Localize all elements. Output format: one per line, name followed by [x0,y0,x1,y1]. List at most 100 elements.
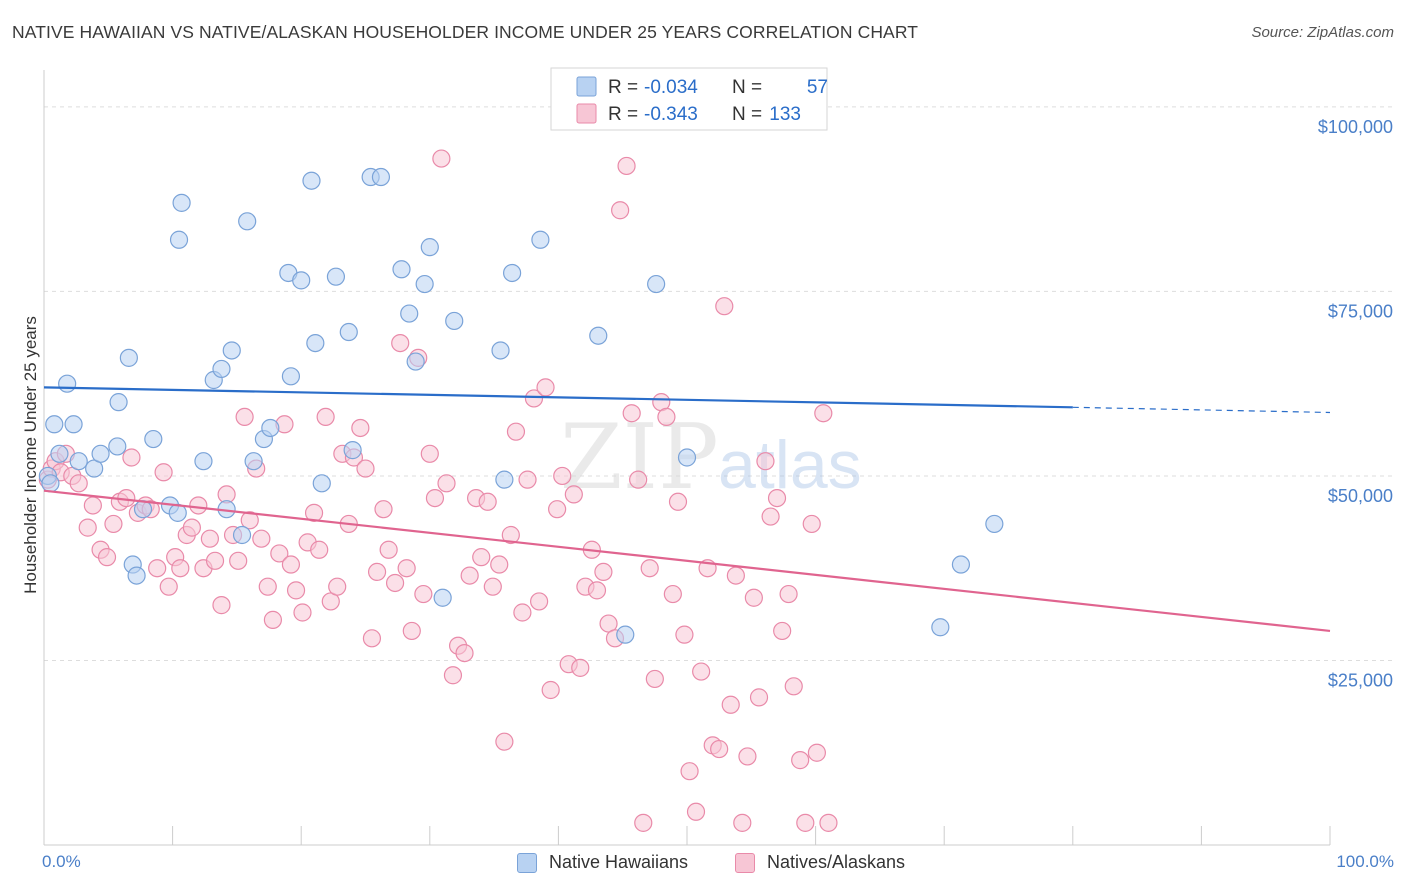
point-native-hawaiians [58,374,77,393]
point-natives-alaskans [756,452,775,471]
point-natives-alaskans [391,333,410,353]
y-tick-label: $75,000 [1328,301,1393,321]
point-natives-alaskans [784,677,803,696]
point-natives-alaskans [258,577,277,596]
point-natives-alaskans [316,407,335,427]
point-native-hawaiians [45,415,64,434]
point-natives-alaskans [779,584,798,604]
trend-line-native-hawaiians-extension [1072,406,1331,414]
point-natives-alaskans [240,511,259,530]
point-natives-alaskans [749,688,769,707]
point-native-hawaiians [222,341,241,360]
point-natives-alaskans [680,762,699,781]
point-natives-alaskans [367,562,387,582]
point-native-hawaiians [144,429,163,449]
y-tick-label: $100,000 [1318,117,1393,137]
trend-line-natives-alaskans [43,489,1331,633]
point-natives-alaskans [83,496,102,515]
point-native-hawaiians [392,260,411,279]
legend-r-label-1: R = [608,77,638,98]
point-natives-alaskans [710,739,729,759]
point-native-hawaiians [119,348,138,367]
point-natives-alaskans [536,378,555,397]
watermark: ZIP atlas [560,405,862,510]
point-natives-alaskans [374,500,393,519]
point-natives-alaskans [252,529,271,548]
point-natives-alaskans [640,559,659,578]
point-natives-alaskans [362,629,382,648]
point-natives-alaskans [159,577,178,596]
legend-item-native-hawaiians[interactable]: Native Hawaiians [517,852,688,873]
legend-n-label-2: N = [732,104,762,125]
point-natives-alaskans [97,548,117,567]
axis-ticks [172,826,1331,845]
point-native-hawaiians [50,444,69,463]
source-note: Source: ZipAtlas.com [1251,24,1394,41]
legend-r-value-2: -0.343 [644,104,698,125]
point-natives-alaskans [622,404,641,423]
point-natives-alaskans [668,492,688,511]
legend-item-natives-alaskans[interactable]: Natives/Alaskans [735,852,905,873]
point-natives-alaskans [501,525,520,545]
point-natives-alaskans [437,474,456,493]
point-native-hawaiians [677,448,697,467]
point-natives-alaskans [189,496,208,515]
point-natives-alaskans [328,577,347,596]
point-natives-alaskans [286,581,306,600]
point-natives-alaskans [791,751,810,770]
x-tick-label-min: 0.0% [42,852,81,871]
point-natives-alaskans [425,488,445,508]
point-native-hawaiians [109,393,128,412]
point-native-hawaiians [238,212,257,231]
point-native-hawaiians [212,359,231,379]
legend-series: Native Hawaiians Natives/Alaskans [0,848,1406,878]
point-natives-alaskans [733,813,752,832]
point-native-hawaiians [420,238,439,257]
point-natives-alaskans [726,566,745,585]
point-natives-alaskans [212,596,231,615]
point-native-hawaiians [69,452,88,471]
point-native-hawaiians [108,437,127,456]
point-native-hawaiians [616,625,635,644]
point-natives-alaskans [629,470,648,489]
point-native-hawaiians [371,167,391,187]
point-natives-alaskans [483,577,502,596]
point-natives-alaskans [478,492,497,511]
legend-swatch-blue [576,76,597,97]
point-native-hawaiians [343,441,362,460]
point-natives-alaskans [356,459,375,478]
point-native-hawaiians [91,444,110,463]
point-natives-alaskans [460,566,479,585]
point-natives-alaskans [171,559,190,578]
point-native-hawaiians [261,418,280,438]
point-natives-alaskans [675,625,694,644]
y-tick-label: $50,000 [1328,486,1393,506]
point-native-hawaiians [491,341,510,360]
legend-label-native-hawaiians: Native Hawaiians [549,852,689,872]
point-natives-alaskans [351,418,370,438]
legend-r-label-2: R = [608,104,638,125]
point-native-hawaiians [172,193,191,212]
point-natives-alaskans [617,156,636,176]
point-natives-alaskans [686,802,706,821]
point-natives-alaskans [541,680,560,700]
point-native-hawaiians [339,322,358,342]
legend-r-value-1: -0.034 [644,77,698,98]
point-native-hawaiians [406,352,425,371]
point-natives-alaskans [738,747,757,766]
point-natives-alaskans [744,588,763,607]
x-tick-label-max: 100.0% [1336,852,1394,871]
point-natives-alaskans [657,407,676,427]
point-native-hawaiians [503,263,522,283]
point-natives-alaskans [761,507,780,526]
y-tick-label: $25,000 [1328,670,1393,690]
point-native-hawaiians [400,304,419,323]
point-natives-alaskans [443,666,463,685]
point-natives-alaskans [200,529,219,548]
point-natives-alaskans [78,518,97,537]
point-natives-alaskans [796,813,815,832]
point-natives-alaskans [293,603,312,622]
y-tick-labels: $25,000 $50,000 $75,000 $100,000 [1318,117,1393,691]
point-native-hawaiians [244,452,263,471]
